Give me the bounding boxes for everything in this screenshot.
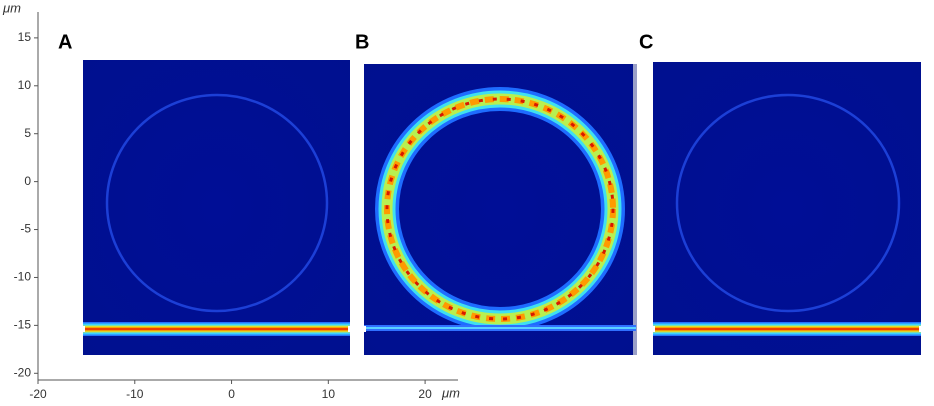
panel-label: B (355, 31, 369, 53)
field-map (364, 64, 636, 355)
x-tick-label: 0 (228, 387, 235, 401)
panel-label: C (639, 31, 653, 53)
faint-ring (105, 93, 329, 313)
x-axis-unit: μm (441, 385, 460, 400)
edge (633, 64, 637, 355)
field-map (83, 60, 350, 355)
panel-label: A (58, 31, 72, 53)
x-tick-label: -10 (126, 387, 144, 401)
port (650, 326, 655, 332)
y-tick-label: 5 (24, 126, 31, 140)
panel-c (650, 62, 924, 355)
panel-b (361, 64, 637, 355)
faint-ring (675, 93, 901, 313)
y-tick-label: 15 (18, 30, 32, 44)
panel-a (80, 60, 353, 355)
y-tick-label: -15 (14, 318, 32, 332)
y-tick-label: -20 (14, 365, 32, 379)
port (919, 326, 924, 332)
waveguide (83, 322, 350, 336)
port (348, 326, 353, 332)
x-tick-label: 20 (418, 387, 432, 401)
y-tick-label: -10 (14, 270, 32, 284)
x-tick-label: 10 (322, 387, 336, 401)
port (361, 326, 366, 332)
port (80, 326, 85, 332)
y-tick-label: 10 (18, 78, 32, 92)
y-tick-label: -5 (20, 222, 31, 236)
y-axis-unit: μm (2, 0, 21, 15)
y-tick-label: 0 (24, 174, 31, 188)
x-tick-label: -20 (29, 387, 47, 401)
ring-field (385, 97, 615, 321)
waveguide (653, 322, 921, 336)
field-map (653, 62, 921, 355)
waveguide (364, 327, 636, 329)
